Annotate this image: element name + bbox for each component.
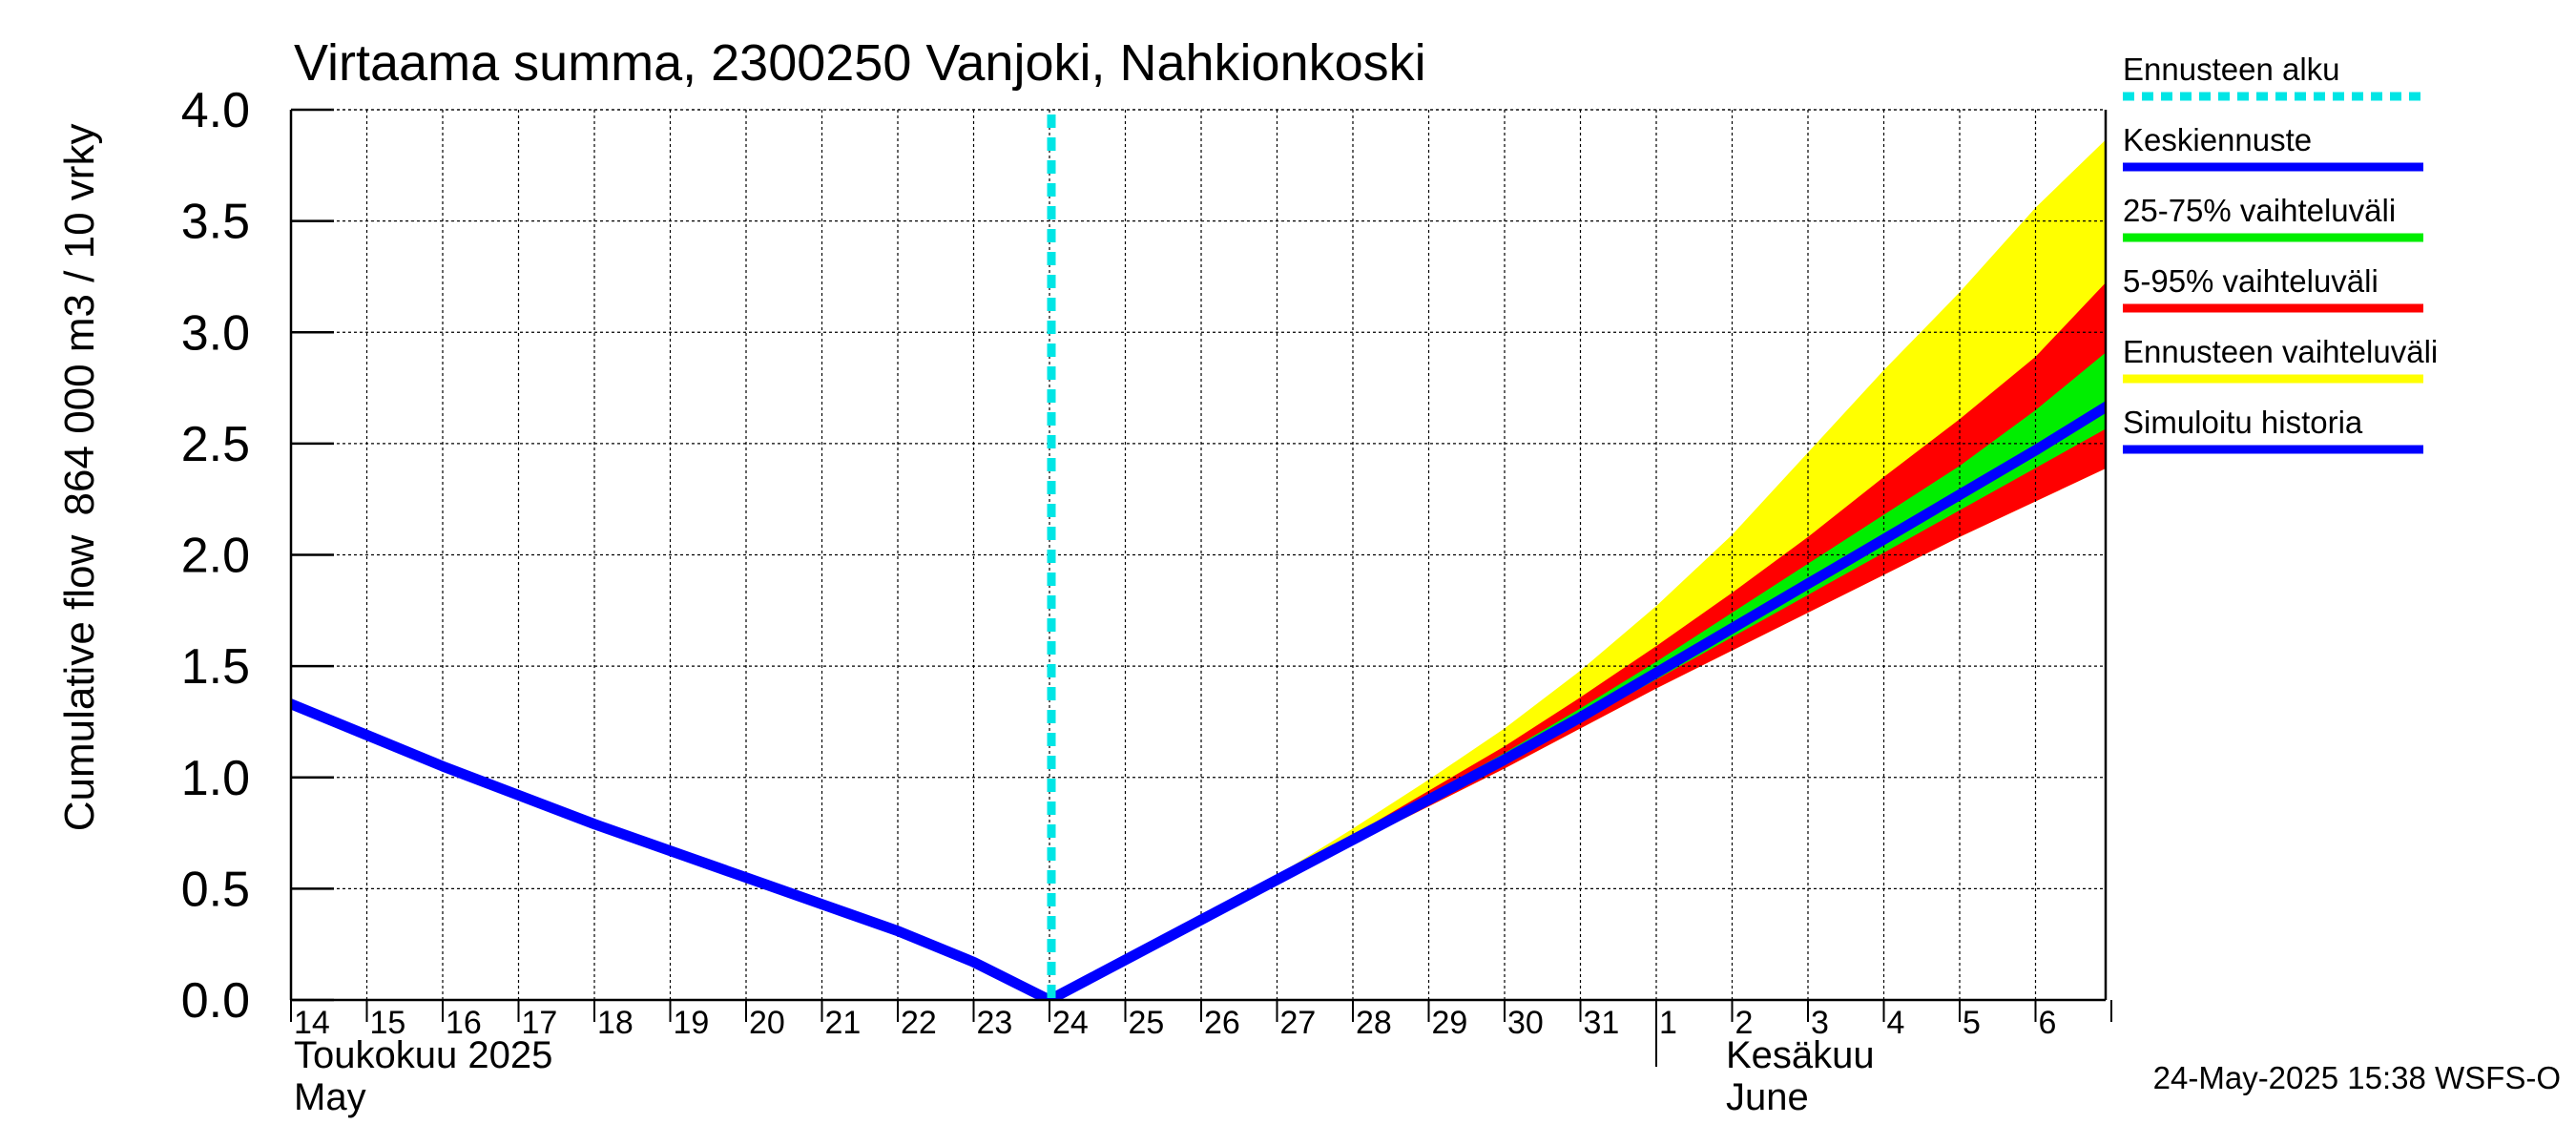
month-label-fi: Toukokuu 2025 [294, 1034, 552, 1076]
y-axis-label-line-2: 864 000 m3 / 10 vrky [56, 124, 103, 516]
x-day-label: 17 [522, 1005, 558, 1041]
month-label-fi: Kesäkuu [1726, 1034, 1875, 1076]
x-day-label: 15 [370, 1005, 406, 1041]
y-tick-label: 3.5 [181, 195, 250, 250]
x-day-label: 14 [294, 1005, 330, 1041]
x-day-label: 18 [597, 1005, 634, 1041]
x-day-label: 16 [446, 1005, 482, 1041]
legend-label: Ennusteen alku [2123, 52, 2340, 87]
y-tick-label: 1.0 [181, 751, 250, 806]
x-day-label: 22 [901, 1005, 937, 1041]
x-day-label: 20 [749, 1005, 785, 1041]
legend-label: 25-75% vaihteluväli [2123, 193, 2396, 228]
x-day-label: 6 [2039, 1005, 2057, 1041]
chart-title: Virtaama summa, 2300250 Vanjoki, Nahkion… [294, 34, 1426, 92]
y-tick-label: 0.5 [181, 862, 250, 917]
x-day-label: 28 [1356, 1005, 1392, 1041]
month-label-en: June [1726, 1076, 1809, 1118]
y-axis: 0.0 0.5 1.0 1.5 2.0 2.5 3.0 3.5 4.0 [181, 83, 334, 1029]
x-axis: 14 15 16 17 18 19 20 21 22 23 24 25 26 27 28 29 30 31 1 2 3 4… [290, 1000, 2112, 1118]
y-tick-label: 2.5 [181, 417, 250, 472]
x-day-label: 27 [1280, 1005, 1317, 1041]
y-tick-label: 0.0 [181, 973, 250, 1029]
legend: Ennusteen alku Keskiennuste 25-75% vaihtel… [2123, 52, 2438, 454]
y-axis-label-line-1: Cumulative flow [56, 535, 103, 832]
series-lines [291, 114, 2106, 1000]
x-day-label: 31 [1584, 1005, 1620, 1041]
legend-label: Simuloitu historia [2123, 405, 2363, 440]
x-day-label: 19 [674, 1005, 710, 1041]
x-day-label: 5 [1963, 1005, 1981, 1041]
y-tick-label: 2.0 [181, 529, 250, 584]
y-tick-label: 3.0 [181, 305, 250, 361]
legend-label: Ennusteen vaihteluväli [2123, 334, 2438, 369]
grid-lines [291, 109, 2106, 1001]
timestamp-label: 24-May-2025 15:38 WSFS-O [2153, 1060, 2561, 1095]
y-tick-label: 1.5 [181, 639, 250, 695]
line-keskiennuste [1044, 401, 2106, 1000]
x-day-label: 30 [1507, 1005, 1544, 1041]
legend-label: Keskiennuste [2123, 122, 2312, 157]
line-simuloitu-historia [291, 698, 1055, 1000]
x-day-label: 25 [1129, 1005, 1165, 1041]
legend-label: 5-95% vaihteluväli [2123, 263, 2379, 299]
x-day-label: 21 [825, 1005, 862, 1041]
forecast-bands [1277, 139, 2106, 883]
month-label-en: May [294, 1076, 366, 1118]
x-day-label: 26 [1204, 1005, 1240, 1041]
x-day-label: 23 [977, 1005, 1013, 1041]
x-day-label: 2 [1735, 1005, 1754, 1041]
x-day-label: 4 [1887, 1005, 1905, 1041]
x-day-label: 29 [1432, 1005, 1468, 1041]
x-day-label: 1 [1659, 1005, 1677, 1041]
x-day-label: 24 [1052, 1005, 1089, 1041]
y-tick-label: 4.0 [181, 83, 250, 138]
x-day-label: 3 [1811, 1005, 1829, 1041]
